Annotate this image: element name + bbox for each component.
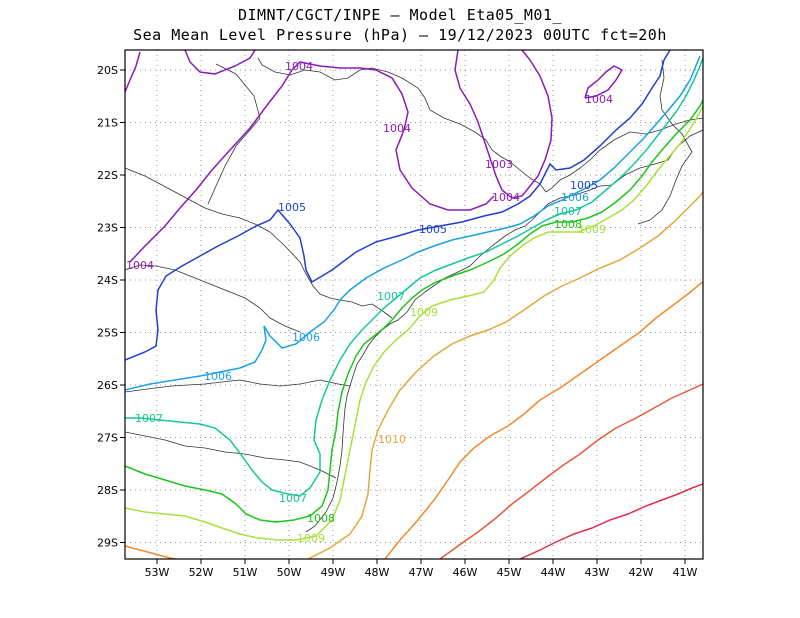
y-tick-label: 29S (97, 537, 118, 550)
isobar-1004-north (184, 50, 256, 75)
x-tick-label: 42W (629, 566, 654, 579)
x-tick-label: 49W (321, 566, 346, 579)
contour-label: 1007 (135, 412, 163, 425)
y-tick-label: 25S (97, 327, 118, 340)
contour-label: 1004 (492, 191, 520, 204)
state-border-sp-pr (269, 231, 393, 319)
contour-label: 1010 (378, 433, 406, 446)
river-border (207, 63, 261, 205)
contour-label: 1005 (570, 179, 598, 192)
coastline-and-borders (125, 57, 703, 533)
contour-label: 1007 (554, 205, 582, 218)
contour-label: 1005 (278, 201, 306, 214)
isobar-1004-west (125, 51, 141, 93)
isobar-1011b (384, 281, 703, 559)
contour-label: 1007 (279, 492, 307, 505)
international-border (125, 264, 301, 333)
contour-label: 1006 (292, 331, 320, 344)
plot-frame (124, 49, 704, 560)
isobar-1010 (307, 191, 703, 559)
isobar-1013 (519, 483, 703, 559)
state-border-pr-sc (125, 379, 351, 393)
map-title-line2: Sea Mean Level Pressure (hPa) – 19/12/20… (133, 26, 667, 44)
isobar-1009 (125, 105, 703, 541)
y-tick-label: 26S (97, 379, 118, 392)
contour-label: 1005 (419, 223, 447, 236)
isobar-1008 (125, 99, 703, 523)
y-tick-label: 27S (97, 432, 118, 445)
isobar-1006 (125, 55, 701, 391)
contour-label: 1004 (383, 122, 411, 135)
state-border-ms (125, 167, 271, 233)
isobar-1004-east (584, 65, 624, 99)
axis-ticks (120, 69, 686, 564)
contour-label: 1009 (297, 532, 325, 545)
x-tick-label: 45W (497, 566, 522, 579)
contour-label: 1006 (561, 191, 589, 204)
contour-label: 1007 (377, 290, 405, 303)
isobar-1012 (439, 383, 703, 559)
isobar-1004-central (129, 61, 495, 263)
x-axis-labels: 53W 52W 51W 50W 49W 48W 47W 46W 45W 44W 43W 42W 41W (145, 566, 698, 579)
x-tick-label: 44W (541, 566, 566, 579)
contour-label: 1004 (285, 60, 313, 73)
x-tick-label: 46W (453, 566, 478, 579)
contour-label: 1004 (585, 93, 613, 106)
state-border-es (637, 59, 693, 225)
y-tick-label: 28S (97, 484, 118, 497)
y-tick-label: 20S (97, 64, 118, 77)
x-tick-label: 52W (189, 566, 214, 579)
contour-label: 1008 (307, 512, 335, 525)
x-tick-label: 47W (409, 566, 434, 579)
contour-labels: 1004 1004 1004 1004 1004 1003 1005 1005 … (126, 60, 613, 545)
isobar-1003 (454, 50, 553, 199)
isobar-1007 (125, 57, 703, 497)
map-title-line1: DIMNT/CGCT/INPE – Model Eta05_M01_ (237, 6, 563, 24)
contour-label: 1009 (410, 306, 438, 319)
x-tick-label: 48W (365, 566, 390, 579)
y-tick-label: 24S (97, 274, 118, 287)
x-tick-label: 41W (673, 566, 698, 579)
isobar-1011 (125, 545, 177, 559)
y-tick-label: 21S (97, 117, 118, 130)
isobar-1005 (125, 50, 671, 361)
contour-label: 1004 (126, 259, 154, 272)
contour-label: 1006 (204, 370, 232, 383)
x-tick-label: 53W (145, 566, 170, 579)
contour-label: 1008 (554, 218, 582, 231)
state-border-mg (257, 57, 547, 193)
x-tick-label: 50W (277, 566, 302, 579)
isobars (125, 50, 703, 559)
y-tick-label: 23S (97, 222, 118, 235)
x-tick-label: 51W (233, 566, 258, 579)
lat-lon-grid (125, 50, 703, 559)
state-border-sc-rs (125, 431, 337, 479)
coastline (305, 129, 703, 533)
x-tick-label: 43W (585, 566, 610, 579)
y-axis-labels: 20S 21S 22S 23S 24S 25S 26S 27S 28S 29S (97, 64, 118, 550)
y-tick-label: 22S (97, 169, 118, 182)
contour-label: 1003 (485, 158, 513, 171)
contour-label: 1009 (578, 223, 606, 236)
